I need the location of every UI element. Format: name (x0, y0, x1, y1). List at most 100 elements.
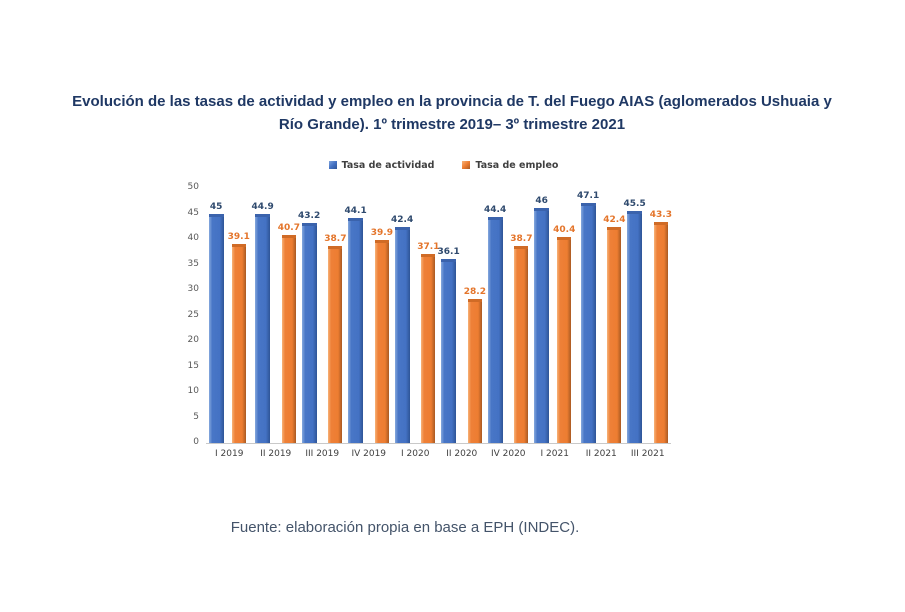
bar-actividad (627, 210, 643, 443)
y-tick-label: 5 (193, 411, 199, 422)
bar-value-label: 45 (209, 201, 223, 212)
legend-label: Tasa de actividad (341, 159, 435, 171)
bar-empleo (607, 226, 622, 443)
bar-actividad (534, 208, 550, 443)
x-axis-category-label: II 2020 (446, 449, 478, 459)
y-tick-label: 30 (187, 284, 199, 294)
bar-value-label: 40.4 (553, 224, 576, 235)
bar-group: 46 40.4 (532, 188, 579, 443)
bar-empleo (421, 253, 436, 443)
bar-column: 44.1 (345, 206, 367, 443)
bar-column: 43.2 (298, 211, 320, 443)
bar-column: 38.7 (510, 234, 532, 443)
x-axis-labels: I 2019 II 2019 III 2019 IV 2019 I 2020 II 202… (206, 449, 671, 459)
bar-column: 36.1 (438, 247, 460, 443)
y-tick-label: 40 (187, 233, 199, 243)
x-axis-category-label: II 2021 (585, 449, 617, 459)
bar-group: 45 39.1 (206, 188, 253, 443)
bar-value-label: 43.3 (649, 210, 672, 221)
bar-value-label: 38.7 (324, 233, 347, 244)
bar-empleo (281, 235, 296, 443)
bar-empleo (374, 239, 389, 443)
bar-actividad (441, 258, 457, 443)
bar-column: 40.7 (278, 223, 300, 443)
bar-column: 45.5 (624, 199, 646, 443)
bar-value-label: 42.4 (603, 214, 626, 225)
bar-column: 39.9 (371, 228, 393, 443)
bar-column: 43.3 (650, 210, 672, 443)
chart-legend: Tasa de actividad Tasa de empleo (202, 158, 685, 172)
bar-empleo (557, 236, 572, 443)
bar-empleo (231, 243, 246, 443)
bar-empleo (653, 222, 668, 443)
bar-column: 46 (534, 196, 550, 443)
bar-column: 39.1 (228, 232, 250, 443)
bar-value-label: 36.1 (437, 246, 460, 257)
y-tick-label: 15 (187, 360, 199, 371)
x-axis-category-label: IV 2020 (490, 449, 526, 459)
bar-empleo (514, 245, 529, 443)
y-tick-label: 10 (187, 386, 199, 396)
bar-value-label: 44.1 (344, 206, 367, 217)
legend-swatch-icon (462, 161, 471, 169)
source-note: Fuente: elaboración propia en base a EPH… (230, 519, 580, 536)
bar-column: 45 (208, 201, 224, 443)
x-axis-category-label: III 2019 (305, 449, 340, 459)
bar-chart: Tasa de actividad Tasa de empleo 0 5 10 15 20… (180, 158, 685, 460)
bar-actividad (394, 226, 410, 443)
bar-group: 44.9 40.7 (252, 188, 300, 443)
bar-value-label: 44.4 (484, 204, 507, 215)
x-axis-category-label: II 2019 (260, 449, 292, 459)
legend-label: Tasa de empleo (475, 159, 559, 171)
x-axis-category-label: I 2019 (215, 449, 244, 459)
bar-group: 44.4 38.7 (484, 188, 532, 443)
bar-group: 36.1 28.2 (438, 188, 486, 443)
bar-column: 28.2 (464, 287, 486, 443)
bar-actividad (348, 218, 364, 443)
bar-value-label: 43.2 (298, 210, 321, 221)
bar-column: 44.4 (484, 205, 506, 443)
bar-actividad (301, 222, 317, 443)
bar-actividad (580, 202, 596, 443)
chart-title: Evolución de las tasas de actividad y em… (72, 93, 832, 134)
x-axis-category-label: IV 2019 (351, 449, 387, 459)
y-tick-label: 50 (187, 182, 199, 192)
bar-value-label: 40.7 (277, 223, 300, 234)
plot-wrap: 0 5 10 15 20 25 30 35 40 45 50 45 39.1 44.9 40.7 43.2 3… (180, 183, 685, 447)
legend-swatch-icon (328, 161, 337, 169)
bar-empleo (328, 245, 343, 443)
bar-value-label: 44.9 (251, 202, 274, 213)
bar-column: 38.7 (324, 234, 346, 443)
bar-value-label: 42.4 (391, 214, 414, 225)
bar-value-label: 37.1 (417, 241, 440, 252)
bar-value-label: 46 (535, 196, 548, 207)
bar-value-label: 45.5 (623, 198, 646, 209)
bar-value-label: 39.9 (370, 227, 393, 238)
bar-column: 44.9 (252, 202, 274, 443)
bar-column: 40.4 (553, 225, 575, 443)
x-axis-category-label: I 2021 (540, 449, 569, 459)
plot-area: 45 39.1 44.9 40.7 43.2 38.7 44.1 39.9 42.4 37.1 36… (206, 188, 672, 444)
y-tick-label: 45 (187, 207, 199, 218)
bar-column: 37.1 (417, 242, 439, 443)
bar-value-label: 47.1 (577, 190, 600, 201)
y-tick-label: 20 (187, 335, 199, 345)
y-tick-label: 25 (187, 309, 199, 320)
bar-column: 47.1 (577, 191, 599, 443)
legend-item-actividad: Tasa de actividad (328, 158, 435, 172)
bar-value-label: 38.7 (510, 233, 533, 244)
y-tick-label: 35 (187, 258, 199, 269)
bar-group: 44.1 39.9 (345, 188, 393, 443)
bar-empleo (467, 299, 482, 443)
bar-actividad (487, 216, 503, 443)
legend-item-empleo: Tasa de empleo (462, 158, 558, 172)
bar-group: 45.5 43.3 (624, 188, 672, 443)
bar-actividad (255, 214, 271, 443)
x-axis-category-label: I 2020 (401, 449, 430, 459)
bar-value-label: 39.1 (227, 231, 250, 242)
bar-group: 43.2 38.7 (298, 188, 346, 443)
x-axis-category-label: III 2021 (630, 449, 665, 459)
bar-column: 42.4 (603, 215, 625, 443)
bar-actividad (208, 213, 224, 443)
